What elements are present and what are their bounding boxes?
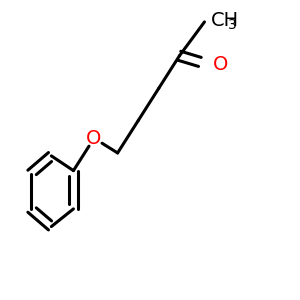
Text: O: O [213,55,229,74]
Text: O: O [86,129,102,148]
Text: CH: CH [211,11,239,30]
Text: 3: 3 [228,18,237,32]
